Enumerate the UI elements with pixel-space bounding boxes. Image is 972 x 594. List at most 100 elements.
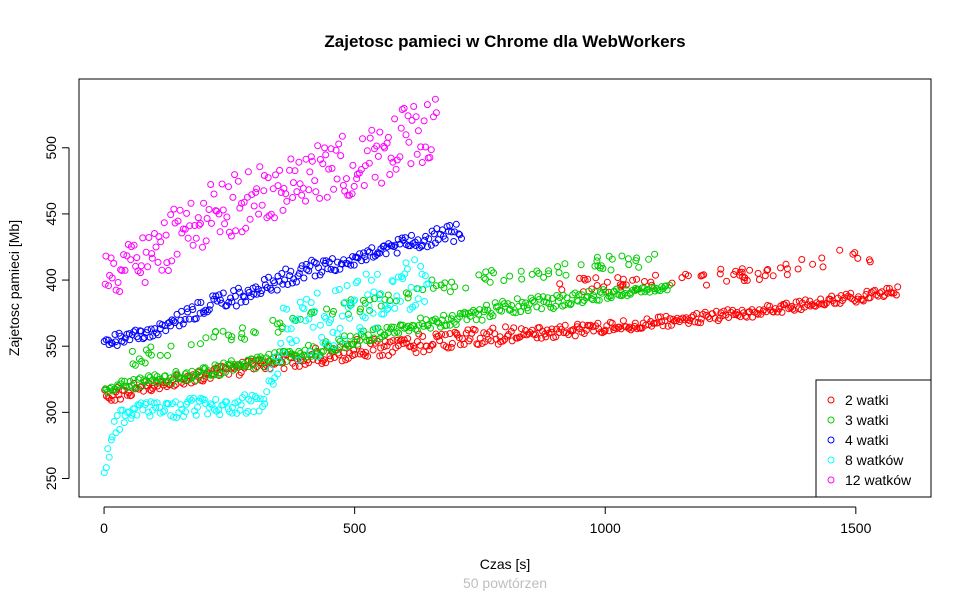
scatter-point	[894, 283, 902, 291]
scatter-point	[441, 235, 449, 243]
scatter-point	[338, 132, 346, 140]
scatter-point	[126, 377, 134, 385]
scatter-point	[498, 307, 505, 315]
scatter-point	[339, 340, 347, 348]
scatter-point	[587, 321, 595, 329]
scatter-point	[753, 309, 761, 317]
scatter-point	[215, 406, 223, 414]
scatter-point	[204, 410, 212, 418]
scatter-point	[133, 333, 141, 341]
scatter-point	[141, 279, 149, 286]
scatter-point	[415, 285, 423, 293]
scatter-point	[142, 399, 150, 407]
scatter-point	[182, 408, 189, 416]
scatter-point	[451, 228, 459, 236]
scatter-point	[533, 303, 541, 311]
scatter-point	[219, 327, 227, 335]
scatter-point	[851, 249, 859, 257]
scatter-point	[174, 217, 182, 225]
y-tick-label: 400	[43, 268, 59, 292]
scatter-point	[206, 301, 214, 309]
scatter-point	[652, 271, 659, 279]
scatter-point	[809, 260, 817, 268]
scatter-point	[232, 302, 240, 310]
scatter-point	[107, 436, 115, 444]
scatter-point	[414, 295, 422, 303]
scatter-point	[125, 382, 133, 390]
scatter-point	[391, 304, 399, 312]
scatter-point	[407, 160, 415, 168]
scatter-point	[338, 357, 346, 365]
scatter-point	[287, 155, 295, 163]
scatter-point	[618, 252, 626, 260]
scatter-point	[188, 396, 196, 404]
scatter-point	[113, 412, 121, 419]
scatter-point	[600, 328, 608, 335]
scatter-point	[387, 154, 395, 162]
scatter-point	[205, 306, 213, 314]
scatter-point	[314, 353, 322, 361]
scatter-point	[303, 295, 311, 303]
scatter-point	[662, 282, 670, 290]
scatter-point	[128, 347, 136, 355]
scatter-point	[108, 433, 116, 441]
scatter-point	[311, 177, 319, 185]
y-tick-label: 250	[43, 467, 59, 491]
scatter-point	[137, 399, 145, 407]
scatter-point	[156, 351, 164, 359]
x-tick-label: 0	[100, 520, 108, 536]
scatter-point	[162, 327, 170, 335]
scatter-point	[112, 286, 120, 294]
scatter-point	[594, 262, 602, 270]
scatter-point	[841, 294, 849, 302]
scatter-point	[354, 277, 362, 285]
scatter-point	[593, 282, 601, 289]
scatter-point	[432, 282, 440, 290]
scatter-point	[579, 299, 586, 307]
scatter-point	[234, 284, 242, 292]
scatter-point	[837, 292, 845, 300]
scatter-point	[389, 337, 397, 345]
scatter-point	[117, 395, 124, 403]
scatter-point	[592, 274, 600, 282]
scatter-point	[397, 124, 405, 132]
scatter-point	[354, 340, 362, 348]
scatter-point	[417, 143, 425, 151]
scatter-point	[260, 187, 268, 195]
scatter-point	[114, 381, 122, 389]
scatter-point	[240, 198, 248, 206]
scatter-point	[376, 291, 384, 299]
scatter-point	[218, 180, 226, 188]
scatter-point	[283, 325, 291, 333]
scatter-point	[287, 267, 295, 275]
scatter-point	[448, 228, 455, 236]
scatter-point	[199, 364, 207, 372]
scatter-point	[170, 413, 178, 421]
scatter-point	[305, 341, 312, 349]
scatter-point	[580, 274, 588, 282]
scatter-point	[293, 352, 301, 360]
scatter-point	[892, 291, 900, 299]
scatter-point	[697, 319, 705, 327]
scatter-point	[589, 296, 597, 304]
scatter-point	[368, 244, 376, 252]
scatter-point	[392, 165, 400, 173]
scatter-point	[283, 305, 291, 313]
scatter-point	[279, 206, 287, 214]
scatter-point	[607, 266, 615, 274]
scatter-point	[351, 350, 359, 358]
scatter-point	[422, 143, 429, 151]
scatter-point	[345, 257, 353, 264]
scatter-point	[539, 293, 547, 301]
scatter-point	[450, 238, 458, 245]
scatter-point	[500, 277, 508, 284]
scatter-point	[197, 340, 204, 348]
scatter-point	[591, 288, 599, 296]
scatter-point	[423, 243, 431, 251]
scatter-point	[716, 270, 724, 278]
scatter-point	[412, 349, 420, 357]
scatter-point	[282, 190, 290, 198]
scatter-point	[278, 270, 286, 277]
scatter-point	[194, 214, 202, 222]
scatter-point	[298, 262, 306, 270]
